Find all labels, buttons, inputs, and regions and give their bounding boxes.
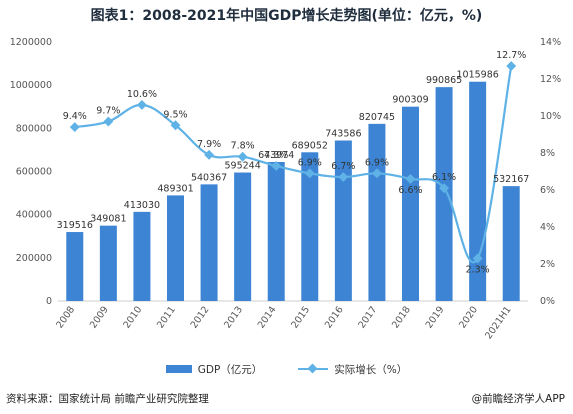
growth-value-label: 7.8% bbox=[231, 141, 255, 152]
x-tick-label: 2019 bbox=[424, 304, 447, 330]
growth-point bbox=[136, 99, 147, 110]
gdp-bar bbox=[99, 225, 117, 301]
gdp-bar bbox=[435, 87, 453, 301]
x-tick-label: 2014 bbox=[256, 304, 279, 330]
x-tick-label: 2009 bbox=[88, 304, 111, 330]
x-tick-label: 2012 bbox=[189, 304, 212, 330]
gdp-value-label: 743586 bbox=[325, 129, 361, 140]
y-left-tick-label: 1000000 bbox=[10, 80, 52, 91]
x-tick-label: 2015 bbox=[289, 304, 312, 330]
gdp-bar bbox=[502, 186, 520, 301]
growth-value-label: 6.6% bbox=[398, 185, 422, 196]
growth-point bbox=[304, 168, 315, 179]
growth-value-label: 6.9% bbox=[298, 157, 322, 168]
gdp-value-label: 689052 bbox=[292, 140, 328, 151]
gdp-value-label: 643974 bbox=[258, 150, 294, 161]
growth-value-label: 9.7% bbox=[96, 106, 120, 117]
gdp-bars bbox=[66, 81, 520, 302]
y-right-tick-label: 14% bbox=[540, 37, 561, 48]
x-tick-label: 2008 bbox=[54, 304, 77, 330]
y-left-tick-label: 400000 bbox=[16, 210, 52, 221]
legend-label-gdp: GDP（亿元） bbox=[197, 363, 263, 376]
growth-point bbox=[405, 173, 416, 184]
gdp-bar bbox=[167, 195, 184, 301]
gdp-value-label: 595244 bbox=[225, 161, 261, 172]
growth-value-label: 12.7% bbox=[496, 50, 526, 61]
gdp-bar bbox=[200, 184, 218, 301]
gdp-bar bbox=[234, 172, 252, 301]
y-left-tick-label: 1200000 bbox=[10, 37, 52, 48]
gdp-bar bbox=[334, 140, 352, 301]
growth-line bbox=[69, 61, 517, 264]
legend-item-gdp: GDP（亿元） bbox=[165, 362, 263, 377]
growth-value-label: 9.4% bbox=[63, 111, 87, 122]
x-tick-label: 2020 bbox=[457, 304, 480, 330]
gdp-value-label: 319516 bbox=[57, 220, 93, 231]
gdp-bar bbox=[267, 162, 285, 301]
source-note: 资料来源：国家统计局 前瞻产业研究院整理 bbox=[6, 393, 209, 405]
gdp-value-label: 540367 bbox=[191, 172, 227, 183]
gdp-bar bbox=[402, 106, 419, 301]
x-tick-label: 2011 bbox=[155, 304, 178, 330]
growth-point bbox=[439, 183, 450, 194]
legend-line-swatch bbox=[298, 364, 329, 374]
y-left-tick-label: 0 bbox=[46, 296, 52, 307]
y-right-tick-label: 10% bbox=[540, 111, 561, 122]
growth-point bbox=[170, 120, 181, 131]
gdp-bar bbox=[133, 211, 151, 301]
gdp-bar bbox=[66, 232, 84, 301]
growth-point bbox=[472, 253, 483, 264]
gdp-value-label: 489301 bbox=[157, 183, 193, 194]
growth-value-label: 2.3% bbox=[466, 264, 490, 275]
growth-value-label: 10.6% bbox=[127, 89, 157, 100]
growth-point bbox=[338, 172, 349, 182]
growth-point bbox=[69, 122, 80, 133]
growth-point bbox=[271, 161, 282, 171]
y-right-tick-label: 8% bbox=[540, 148, 555, 159]
growth-point bbox=[371, 168, 382, 179]
legend-bar-swatch bbox=[165, 365, 192, 373]
growth-value-label: 6.1% bbox=[432, 172, 456, 183]
x-tick-label: 2018 bbox=[390, 304, 413, 330]
x-tick-label: 2010 bbox=[122, 304, 145, 330]
gdp-bar bbox=[368, 123, 386, 302]
credit-note: @前瞻经济学人APP bbox=[471, 393, 565, 405]
y-right-tick-label: 2% bbox=[540, 259, 555, 270]
x-tick-label: 2013 bbox=[222, 304, 245, 330]
y-left-tick-label: 200000 bbox=[16, 253, 52, 264]
growth-value-label: 9.5% bbox=[163, 109, 187, 120]
gdp-bar bbox=[301, 152, 319, 301]
x-tick-label: 2021H1 bbox=[483, 304, 513, 341]
y-right-tick-label: 12% bbox=[540, 74, 561, 85]
growth-point bbox=[237, 151, 248, 162]
gdp-value-label: 900309 bbox=[392, 95, 428, 106]
y-right-tick-label: 0% bbox=[540, 296, 555, 307]
gdp-value-label: 990865 bbox=[426, 75, 462, 86]
growth-value-label: 6.7% bbox=[331, 161, 355, 172]
y-left-tick-label: 800000 bbox=[16, 123, 52, 134]
legend-label-growth: 实际增长（%） bbox=[334, 363, 408, 376]
y-right-tick-label: 6% bbox=[540, 185, 555, 196]
y-right-tick-label: 4% bbox=[540, 222, 555, 233]
gdp-value-label: 532167 bbox=[493, 174, 529, 185]
growth-value-label: 6.9% bbox=[365, 157, 389, 168]
gdp-value-label: 349081 bbox=[90, 214, 126, 225]
gdp-value-label: 820745 bbox=[359, 112, 395, 123]
gdp-value-label: 1015986 bbox=[456, 70, 498, 81]
chart-legend: GDP（亿元） 实际增长（%） bbox=[0, 360, 573, 378]
growth-point bbox=[103, 116, 114, 127]
growth-point bbox=[204, 149, 215, 160]
growth-value-label: 7.3% bbox=[264, 150, 288, 161]
gdp-value-label: 413030 bbox=[124, 200, 160, 211]
gdp-chart: 0 200000 400000 600000 800000 1000000 1200000 0… bbox=[10, 37, 561, 341]
x-tick-label: 2017 bbox=[357, 304, 380, 330]
growth-value-label: 7.9% bbox=[197, 139, 221, 150]
chart-title: 图表1：2008-2021年中国GDP增长走势图(单位：亿元，%) bbox=[90, 8, 483, 24]
legend-item-growth: 实际增长（%） bbox=[298, 362, 407, 377]
x-tick-label: 2016 bbox=[323, 304, 346, 330]
y-left-tick-label: 600000 bbox=[16, 167, 52, 178]
growth-point bbox=[506, 61, 517, 71]
